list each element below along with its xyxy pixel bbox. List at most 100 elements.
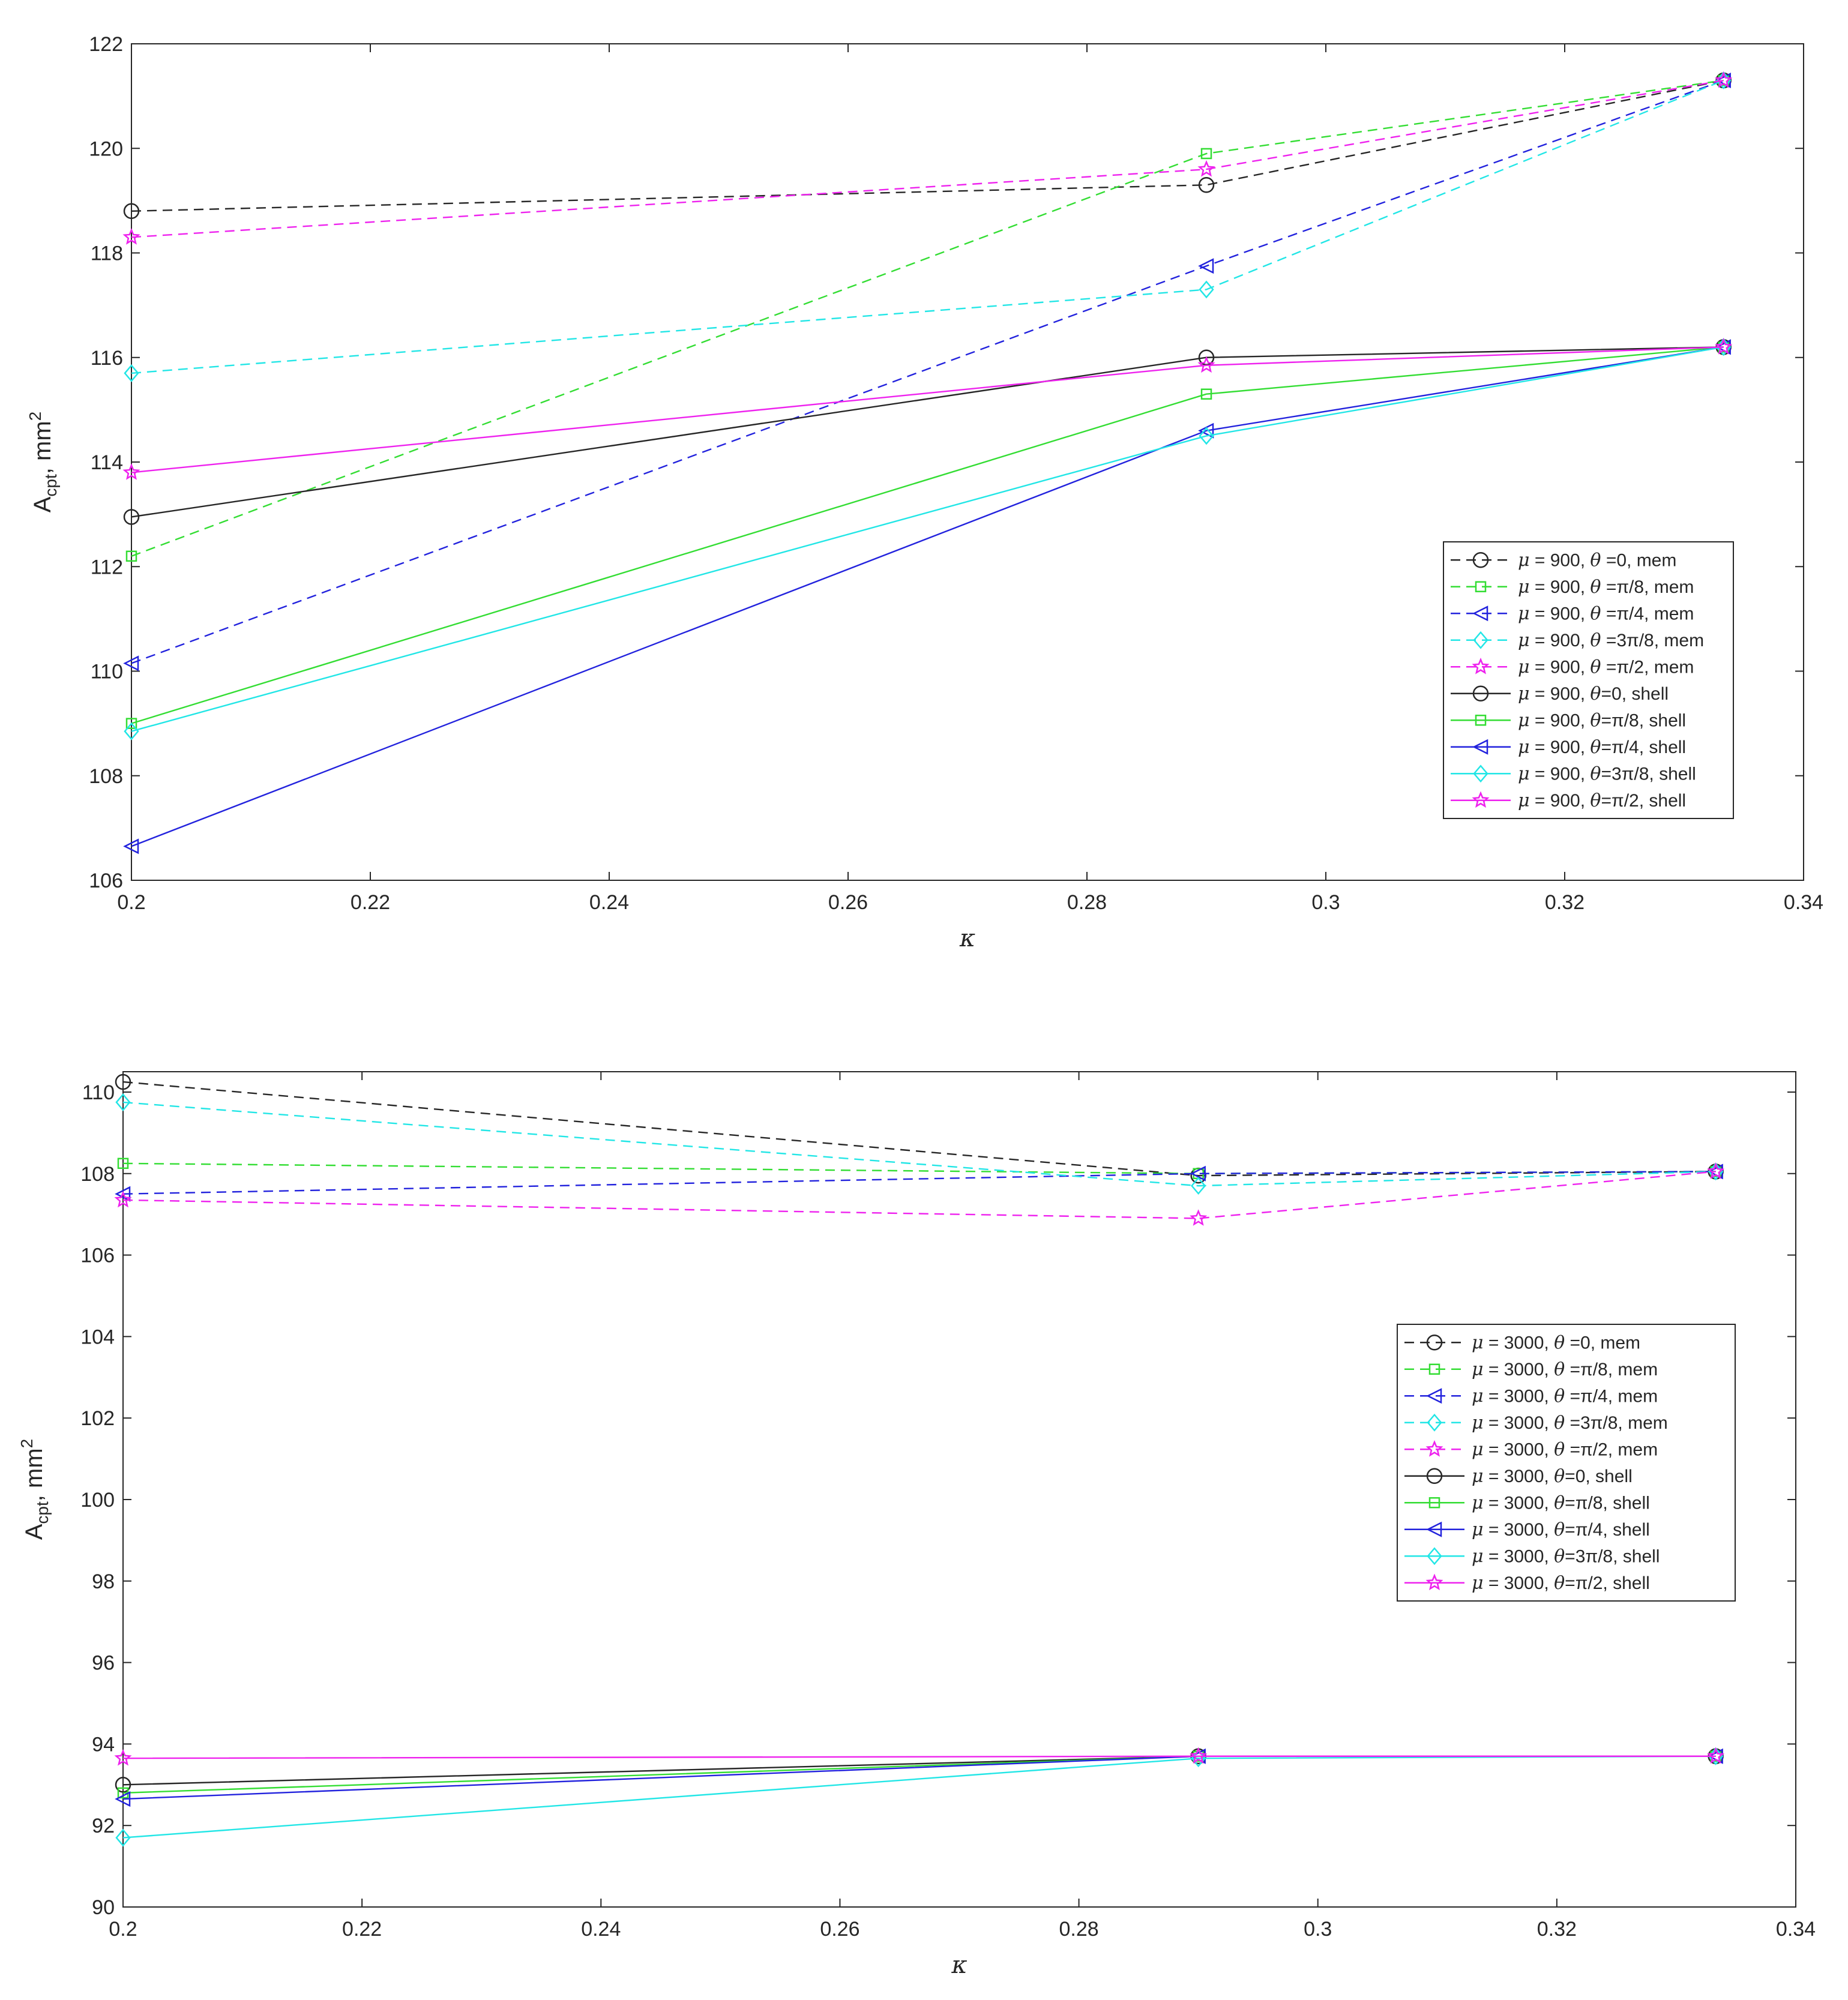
legend-text-part: =π/4, shell [1601, 737, 1686, 757]
legend-text-part: =π/8, mem [1565, 1360, 1658, 1380]
legend-label: μ = 900, θ=0, shell [1518, 683, 1669, 704]
x-tick-label: 0.32 [1545, 891, 1585, 914]
x-tick-label: 0.26 [828, 891, 868, 914]
legend-label: μ = 900, θ=π/8, shell [1518, 710, 1686, 731]
y-label-main: A [29, 496, 56, 512]
series-line [131, 79, 1724, 664]
legend-theta: θ [1554, 1573, 1565, 1594]
y-tick-label: 108 [89, 765, 123, 788]
legend-marker [1426, 1468, 1443, 1484]
legend-marker [1473, 764, 1488, 783]
legend-mu: μ [1472, 1332, 1484, 1353]
legend-item: μ = 900, θ =π/4, mem [1451, 603, 1694, 624]
data-point [1198, 258, 1214, 274]
data-point [1190, 1747, 1208, 1764]
y-tick-label: 116 [91, 347, 123, 370]
y-tick-label: 122 [89, 33, 123, 56]
data-point [1707, 1747, 1725, 1764]
series-line [131, 79, 1724, 557]
y-tick-label: 96 [92, 1652, 115, 1675]
y-tick-label: 110 [91, 661, 123, 683]
legend-theta: θ [1590, 737, 1601, 758]
legend-marker [1425, 1440, 1443, 1457]
legend-text-part: =3π/8, shell [1565, 1546, 1660, 1566]
data-point [114, 1749, 132, 1766]
data-point [123, 655, 139, 671]
legend-text-part: =0, shell [1601, 684, 1669, 704]
legend-mu: μ [1518, 630, 1530, 651]
y-tick-label: 90 [92, 1896, 115, 1919]
legend-marker [1472, 552, 1489, 568]
data-point [114, 1191, 132, 1208]
legend-label: μ = 3000, θ =3π/8, mem [1472, 1413, 1668, 1434]
legend-marker [1427, 1413, 1442, 1432]
legend-label: μ = 900, θ=π/2, shell [1518, 790, 1686, 811]
legend-theta: θ [1554, 1546, 1565, 1567]
x-tick-label: 0.3 [1304, 1918, 1332, 1941]
legend-theta: θ [1590, 550, 1601, 571]
series-line [122, 1171, 1716, 1195]
legend-mu: μ [1518, 737, 1530, 758]
legend-mu: μ [1518, 577, 1530, 598]
data-point [117, 1158, 129, 1170]
legend-theta: θ [1590, 603, 1601, 624]
legend-label: μ = 900, θ =0, mem [1518, 550, 1676, 571]
chart-panel-1: 0.2 0.22 0.24 0.26 0.28 0.3 0.32 0.34 106 108 110 1… [26, 33, 1823, 952]
legend-text-part: = 900, [1530, 684, 1591, 704]
legend-item: μ = 900, θ =π/8, mem [1451, 577, 1694, 598]
y-tick-label: 106 [89, 869, 123, 892]
legend-theta: θ [1554, 1386, 1565, 1407]
legend-item: μ = 3000, θ=π/4, shell [1404, 1519, 1650, 1540]
data-point [115, 1828, 131, 1847]
legend-mu: μ [1472, 1492, 1484, 1513]
legend-text-part: =3π/8, mem [1565, 1413, 1668, 1433]
legend-text-part: = 3000, [1484, 1493, 1555, 1513]
series-line [131, 346, 1724, 473]
legend-label: μ = 3000, θ=π/4, shell [1472, 1519, 1650, 1540]
x-tick-label: 0.22 [351, 891, 390, 914]
y-label-sup: 2 [26, 412, 44, 421]
legend-theta: θ [1554, 1332, 1565, 1353]
x-tick-label: 0.22 [342, 1918, 382, 1941]
x-tick-label: 0.28 [1067, 891, 1107, 914]
series-line [122, 1755, 1716, 1759]
data-point [1200, 388, 1212, 400]
legend-text-part: =π/4, mem [1601, 604, 1694, 623]
legend-text-part: = 900, [1530, 631, 1591, 650]
series-10 [122, 338, 1733, 480]
series-line [131, 346, 1724, 847]
data-point [1190, 1209, 1208, 1226]
legend-theta: θ [1554, 1439, 1565, 1460]
data-point [1715, 338, 1733, 355]
legend-mu: μ [1472, 1413, 1484, 1434]
legend-mu: μ [1518, 763, 1530, 784]
legend-theta: θ [1554, 1492, 1565, 1513]
legend-marker [1427, 1547, 1442, 1566]
x-tick-label: 0.34 [1784, 891, 1823, 914]
legend-mu: μ [1472, 1573, 1484, 1594]
legend-theta: θ [1590, 683, 1601, 704]
y-tick-label: 100 [80, 1489, 115, 1512]
data-point [122, 228, 140, 245]
data-point [1197, 160, 1215, 177]
legend-label: μ = 900, θ=π/4, shell [1518, 737, 1686, 758]
legend-text-part: = 900, [1530, 737, 1591, 757]
legend-item: μ = 3000, θ =π/8, mem [1404, 1359, 1658, 1380]
y-tick-label: 104 [80, 1326, 115, 1348]
series-5 [114, 1162, 1725, 1226]
y-tick-label: 108 [80, 1163, 115, 1186]
data-point [1197, 356, 1215, 373]
legend-text-part: = 900, [1530, 577, 1591, 597]
series-5 [122, 71, 1733, 245]
y-tick-label: 106 [80, 1245, 115, 1267]
legend-text-part: = 900, [1530, 791, 1591, 811]
series-line [131, 79, 1724, 374]
legend-marker [1472, 791, 1490, 808]
y-axis-label: Acpt, mm2 [26, 412, 60, 513]
y-tick-label: 112 [91, 556, 123, 578]
y-tick-label: 102 [80, 1407, 115, 1430]
legend-item: μ = 900, θ=3π/8, shell [1451, 763, 1696, 784]
legend-theta: θ [1590, 656, 1601, 677]
legend-item: μ = 900, θ =3π/8, mem [1451, 630, 1704, 651]
